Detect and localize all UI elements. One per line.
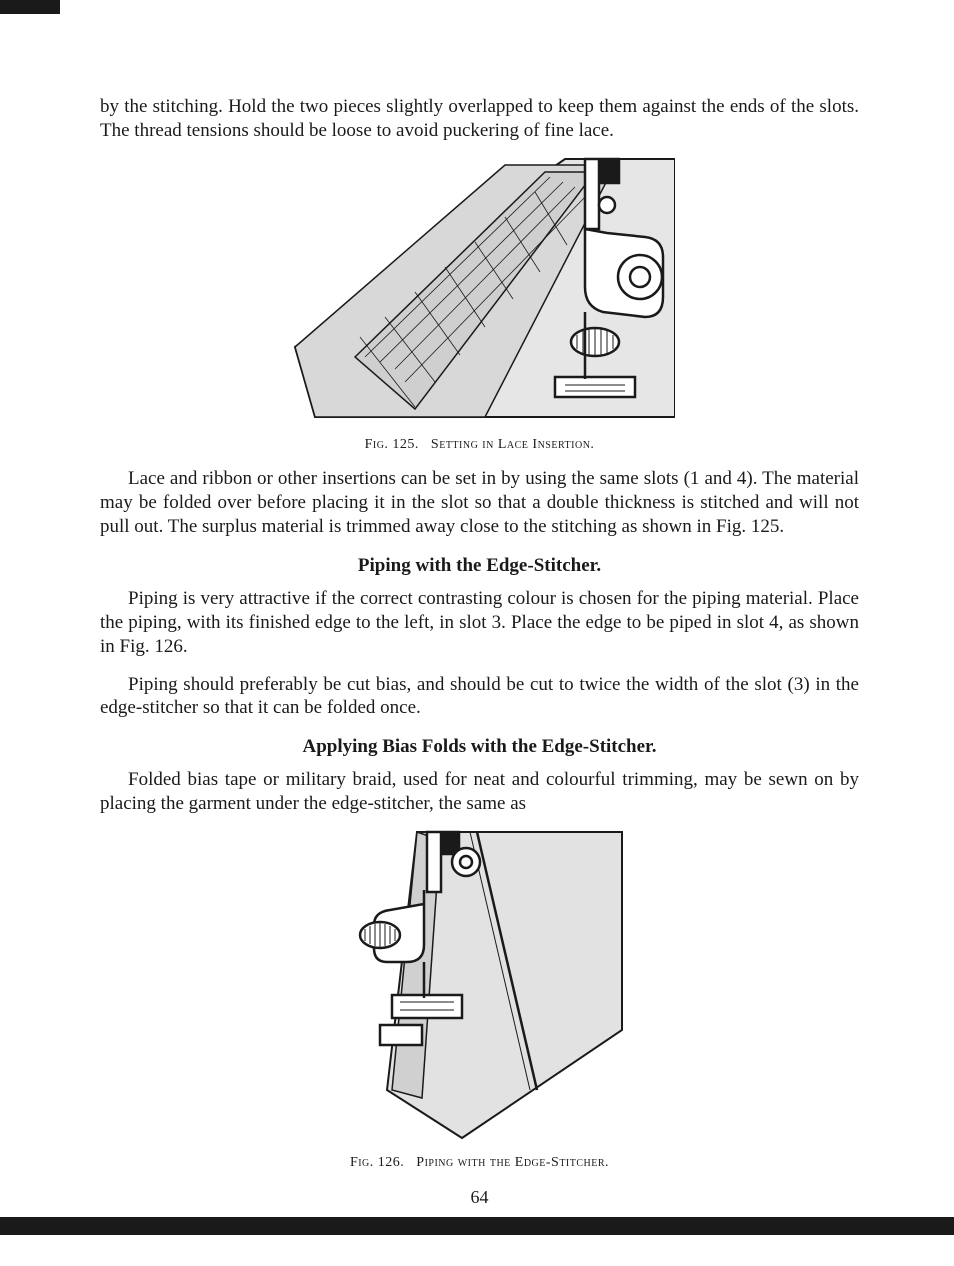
figure-125-illustration bbox=[285, 157, 675, 422]
figure-126-illustration bbox=[332, 830, 627, 1140]
scan-artifact-bottom bbox=[0, 1217, 954, 1235]
figure-125-container bbox=[100, 157, 859, 427]
paragraph-1: by the stitching. Hold the two pieces sl… bbox=[100, 95, 859, 143]
page-content: by the stitching. Hold the two pieces sl… bbox=[0, 0, 954, 1266]
heading-bias-folds: Applying Bias Folds with the Edge-Stitch… bbox=[100, 736, 859, 758]
scan-artifact-top bbox=[0, 0, 60, 14]
figure-126-container bbox=[100, 830, 859, 1145]
paragraph-3: Piping is very attractive if the correct… bbox=[100, 587, 859, 659]
fig125-text: Setting in Lace Insertion. bbox=[431, 437, 595, 452]
page-number: 64 bbox=[100, 1187, 859, 1208]
fig125-label: Fig. 125. bbox=[365, 437, 419, 452]
fig126-text: Piping with the Edge-Stitcher. bbox=[416, 1155, 609, 1170]
figure-126-caption: Fig. 126. Piping with the Edge-Stitcher. bbox=[100, 1155, 859, 1171]
heading-piping: Piping with the Edge-Stitcher. bbox=[100, 555, 859, 577]
paragraph-4: Piping should preferably be cut bias, an… bbox=[100, 673, 859, 721]
paragraph-2: Lace and ribbon or other insertions can … bbox=[100, 467, 859, 539]
paragraph-5: Folded bias tape or military braid, used… bbox=[100, 768, 859, 816]
fig126-label: Fig. 126. bbox=[350, 1155, 404, 1170]
figure-125-caption: Fig. 125. Setting in Lace Insertion. bbox=[100, 437, 859, 453]
